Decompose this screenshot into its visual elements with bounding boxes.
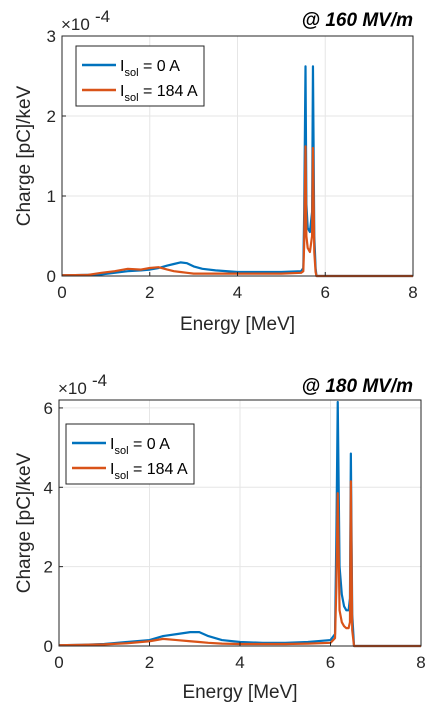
x-axis-label: Energy [MeV] xyxy=(180,314,295,335)
legend-label-sub: sol xyxy=(124,67,138,79)
legend-label: Isol = 184 A xyxy=(110,461,188,482)
legend-label-value: = 0 A xyxy=(139,58,181,75)
legend-label-value: = 184 A xyxy=(139,83,198,100)
legend-label-sub: sol xyxy=(114,445,128,457)
x-tick-label: 6 xyxy=(326,653,335,672)
y-tick-label: 0 xyxy=(47,267,56,286)
x-tick-label: 6 xyxy=(321,283,330,302)
legend-label-main: I xyxy=(120,83,124,100)
y-exponent-power: -4 xyxy=(95,7,110,26)
x-axis-label: Energy [MeV] xyxy=(182,682,297,703)
legend-box xyxy=(65,423,195,485)
y-exponent-label: ×10 xyxy=(58,379,87,398)
x-tick-label: 4 xyxy=(235,653,244,672)
x-tick-label: 2 xyxy=(145,283,154,302)
series-line-isol-184a xyxy=(58,480,421,648)
x-tick-label: 4 xyxy=(233,283,242,302)
legend-label: Isol = 0 A xyxy=(110,436,170,457)
legend-label-sub: sol xyxy=(124,92,138,104)
x-tick-label: 0 xyxy=(57,283,66,302)
legend-label-sub: sol xyxy=(114,470,128,482)
y-tick-label: 4 xyxy=(44,478,53,497)
y-tick-label: 2 xyxy=(47,107,56,126)
legend-label-value: = 184 A xyxy=(129,461,188,478)
chart-title: @ 180 MV/m xyxy=(302,376,414,397)
chart-panel-180: 0 2 4 6 8 0 2 4 6 ×10 -4 @ 180 MV/m Energy [MeV] Char… xyxy=(14,371,426,703)
y-axis-label: Charge [pC]/keV xyxy=(14,85,35,226)
legend-box xyxy=(75,45,205,107)
chart-panel-160: 0 2 4 6 8 0 1 2 3 ×10 -4 @ 160 MV/m Energy [MeV] Char… xyxy=(14,7,418,335)
x-tick-label: 8 xyxy=(408,283,417,302)
legend-label-main: I xyxy=(110,436,114,453)
legend-label: Isol = 184 A xyxy=(120,83,198,104)
y-exponent-power: -4 xyxy=(92,371,107,390)
chart-title: @ 160 MV/m xyxy=(302,10,414,31)
y-tick-label: 6 xyxy=(44,399,53,418)
y-tick-label: 1 xyxy=(47,187,56,206)
x-tick-label: 2 xyxy=(145,653,154,672)
y-exponent-label: ×10 xyxy=(61,15,90,34)
legend-label-main: I xyxy=(110,461,114,478)
y-axis-label: Charge [pC]/keV xyxy=(14,452,35,593)
x-tick-label: 8 xyxy=(416,653,425,672)
legend-label: Isol = 0 A xyxy=(120,58,180,79)
y-tick-label: 3 xyxy=(47,27,56,46)
y-tick-label: 0 xyxy=(44,637,53,656)
legend-label-main: I xyxy=(120,58,124,75)
legend-label-value: = 0 A xyxy=(129,436,171,453)
y-tick-label: 2 xyxy=(44,558,53,577)
x-tick-label: 0 xyxy=(54,653,63,672)
